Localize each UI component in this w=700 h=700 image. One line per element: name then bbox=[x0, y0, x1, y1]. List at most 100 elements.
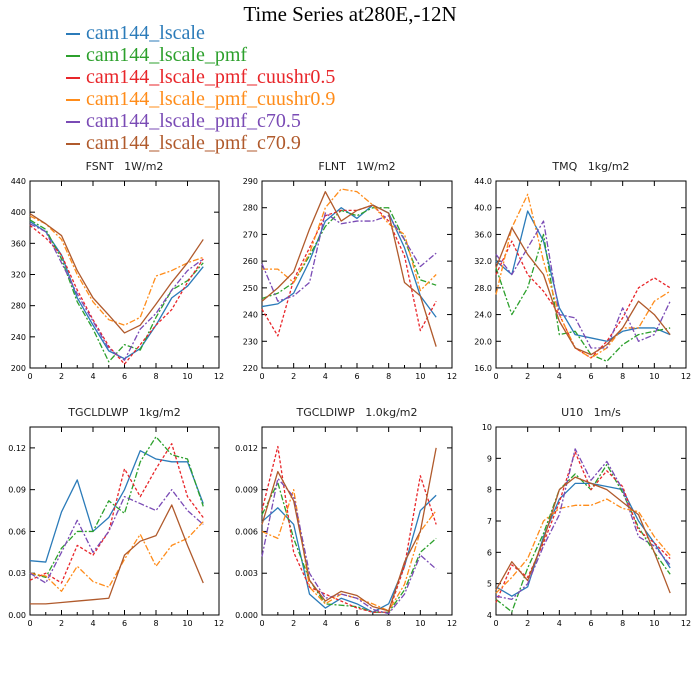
y-tick-label: 240 bbox=[243, 311, 258, 320]
y-tick-label: 9 bbox=[487, 454, 492, 463]
series-line bbox=[495, 220, 671, 349]
x-tick-label: 6 bbox=[122, 619, 127, 628]
x-tick-label: 6 bbox=[588, 372, 593, 381]
x-tick-label: 10 bbox=[182, 619, 192, 628]
series-line bbox=[29, 450, 204, 563]
x-tick-label: 8 bbox=[153, 372, 158, 381]
x-tick-label: 8 bbox=[386, 372, 391, 381]
series-line bbox=[29, 436, 204, 579]
series-line bbox=[261, 494, 437, 613]
x-tick-label: 10 bbox=[649, 372, 659, 381]
y-tick-label: 28.0 bbox=[474, 284, 492, 293]
y-tick-label: 20.0 bbox=[474, 337, 492, 346]
x-tick-label: 12 bbox=[681, 372, 691, 381]
series-line bbox=[262, 188, 437, 292]
series-line bbox=[495, 210, 671, 342]
x-tick-label: 12 bbox=[681, 619, 691, 628]
series-line bbox=[261, 191, 437, 347]
legend-label: cam144_lscale_pmf_cuushr0.5 bbox=[86, 66, 336, 88]
chart-panel: TGCLDIWP 1.0kg/m2 0 2 4 6 8 10 12 0.000 0.003 0.00… bbox=[235, 406, 457, 628]
series-line bbox=[29, 489, 204, 584]
y-tick-label: 280 bbox=[11, 302, 26, 311]
legend-item: cam144_lscale_pmf_c70.5 bbox=[66, 110, 335, 132]
y-tick-label: 0.000 bbox=[235, 611, 258, 620]
series-line bbox=[30, 504, 204, 605]
chart-panel: U10 1m/s 0 2 4 6 8 10 12 4 5 6 7 8 9 10 bbox=[482, 406, 691, 628]
series-line bbox=[29, 521, 204, 592]
y-tick-label: 7 bbox=[487, 517, 492, 526]
legend-swatch bbox=[66, 143, 80, 146]
y-tick-label: 400 bbox=[11, 208, 26, 217]
x-tick-label: 12 bbox=[214, 619, 224, 628]
series-line bbox=[261, 477, 437, 615]
legend-swatch bbox=[66, 99, 80, 102]
series-line bbox=[261, 482, 437, 613]
series-line bbox=[261, 204, 437, 337]
y-tick-label: 440 bbox=[11, 177, 26, 186]
x-tick-label: 2 bbox=[59, 372, 64, 381]
y-tick-label: 0.09 bbox=[8, 486, 26, 495]
y-tick-label: 260 bbox=[243, 257, 258, 266]
x-tick-label: 6 bbox=[122, 372, 127, 381]
x-tick-label: 2 bbox=[291, 372, 296, 381]
legend: cam144_lscale cam144_lscale_pmf cam144_lsc… bbox=[66, 22, 335, 154]
series-line bbox=[495, 227, 671, 356]
legend-swatch bbox=[66, 33, 80, 36]
y-tick-label: 40.0 bbox=[474, 204, 492, 213]
chart-title: TMQ 1kg/m2 bbox=[551, 160, 629, 173]
y-tick-label: 5 bbox=[487, 580, 492, 589]
legend-item: cam144_lscale_pmf_cuushr0.5 bbox=[66, 66, 335, 88]
plot-frame bbox=[495, 180, 687, 369]
page-title: Time Series at280E,-12N bbox=[243, 2, 457, 26]
chart-panel: TMQ 1kg/m2 0 2 4 6 8 10 12 16.0 20.0 24.0 28.0 32.0 3… bbox=[474, 160, 691, 381]
legend-label: cam144_lscale bbox=[86, 22, 205, 44]
x-tick-label: 6 bbox=[354, 372, 359, 381]
y-tick-label: 8 bbox=[487, 486, 492, 495]
y-tick-label: 0.012 bbox=[235, 444, 258, 453]
x-tick-label: 0 bbox=[27, 619, 32, 628]
x-tick-label: 4 bbox=[90, 372, 95, 381]
series-line bbox=[495, 240, 671, 359]
y-tick-label: 230 bbox=[243, 337, 258, 346]
chart-panel: FLNT 1W/m2 0 2 4 6 8 10 12 220 230 240 250 260 270 280… bbox=[243, 160, 457, 381]
series-line bbox=[261, 207, 437, 300]
y-tick-label: 32.0 bbox=[474, 257, 492, 266]
series-line bbox=[495, 193, 671, 359]
chart-title: U10 1m/s bbox=[561, 406, 621, 419]
x-tick-label: 12 bbox=[214, 372, 224, 381]
x-tick-label: 4 bbox=[323, 619, 328, 628]
series-line bbox=[29, 219, 204, 363]
y-tick-label: 0.00 bbox=[8, 611, 26, 620]
legend-label: cam144_lscale_pmf_c70.9 bbox=[86, 132, 301, 154]
x-tick-label: 2 bbox=[525, 372, 530, 381]
y-tick-label: 280 bbox=[243, 204, 258, 213]
x-tick-label: 0 bbox=[27, 372, 32, 381]
chart-panel: FSNT 1W/m2 0 2 4 6 8 10 12 200 240 280 320 360 400 440 bbox=[11, 160, 224, 381]
y-tick-label: 250 bbox=[243, 284, 258, 293]
x-tick-label: 4 bbox=[557, 619, 562, 628]
plot-frame bbox=[29, 180, 220, 369]
legend-item: cam144_lscale_pmf bbox=[66, 44, 335, 66]
x-tick-label: 8 bbox=[153, 619, 158, 628]
legend-swatch bbox=[66, 121, 80, 124]
chart-title: FSNT 1W/m2 bbox=[86, 160, 164, 173]
x-tick-label: 2 bbox=[59, 619, 64, 628]
series-line bbox=[495, 482, 671, 597]
x-tick-label: 6 bbox=[354, 619, 359, 628]
series-line bbox=[495, 233, 671, 362]
x-tick-label: 0 bbox=[493, 619, 498, 628]
x-tick-label: 2 bbox=[291, 619, 296, 628]
legend-label: cam144_lscale_pmf_cuushr0.9 bbox=[86, 88, 336, 110]
y-tick-label: 270 bbox=[243, 230, 258, 239]
x-tick-label: 0 bbox=[493, 372, 498, 381]
legend-label: cam144_lscale_pmf_c70.5 bbox=[86, 110, 301, 132]
chart-title: FLNT 1W/m2 bbox=[318, 160, 395, 173]
chart-title: TGCLDLWP 1kg/m2 bbox=[67, 406, 180, 419]
series-line bbox=[29, 223, 204, 361]
y-tick-label: 44.0 bbox=[474, 177, 492, 186]
y-tick-label: 0.003 bbox=[235, 569, 258, 578]
x-tick-label: 8 bbox=[620, 619, 625, 628]
y-tick-label: 10 bbox=[482, 423, 492, 432]
y-tick-label: 6 bbox=[487, 548, 492, 557]
